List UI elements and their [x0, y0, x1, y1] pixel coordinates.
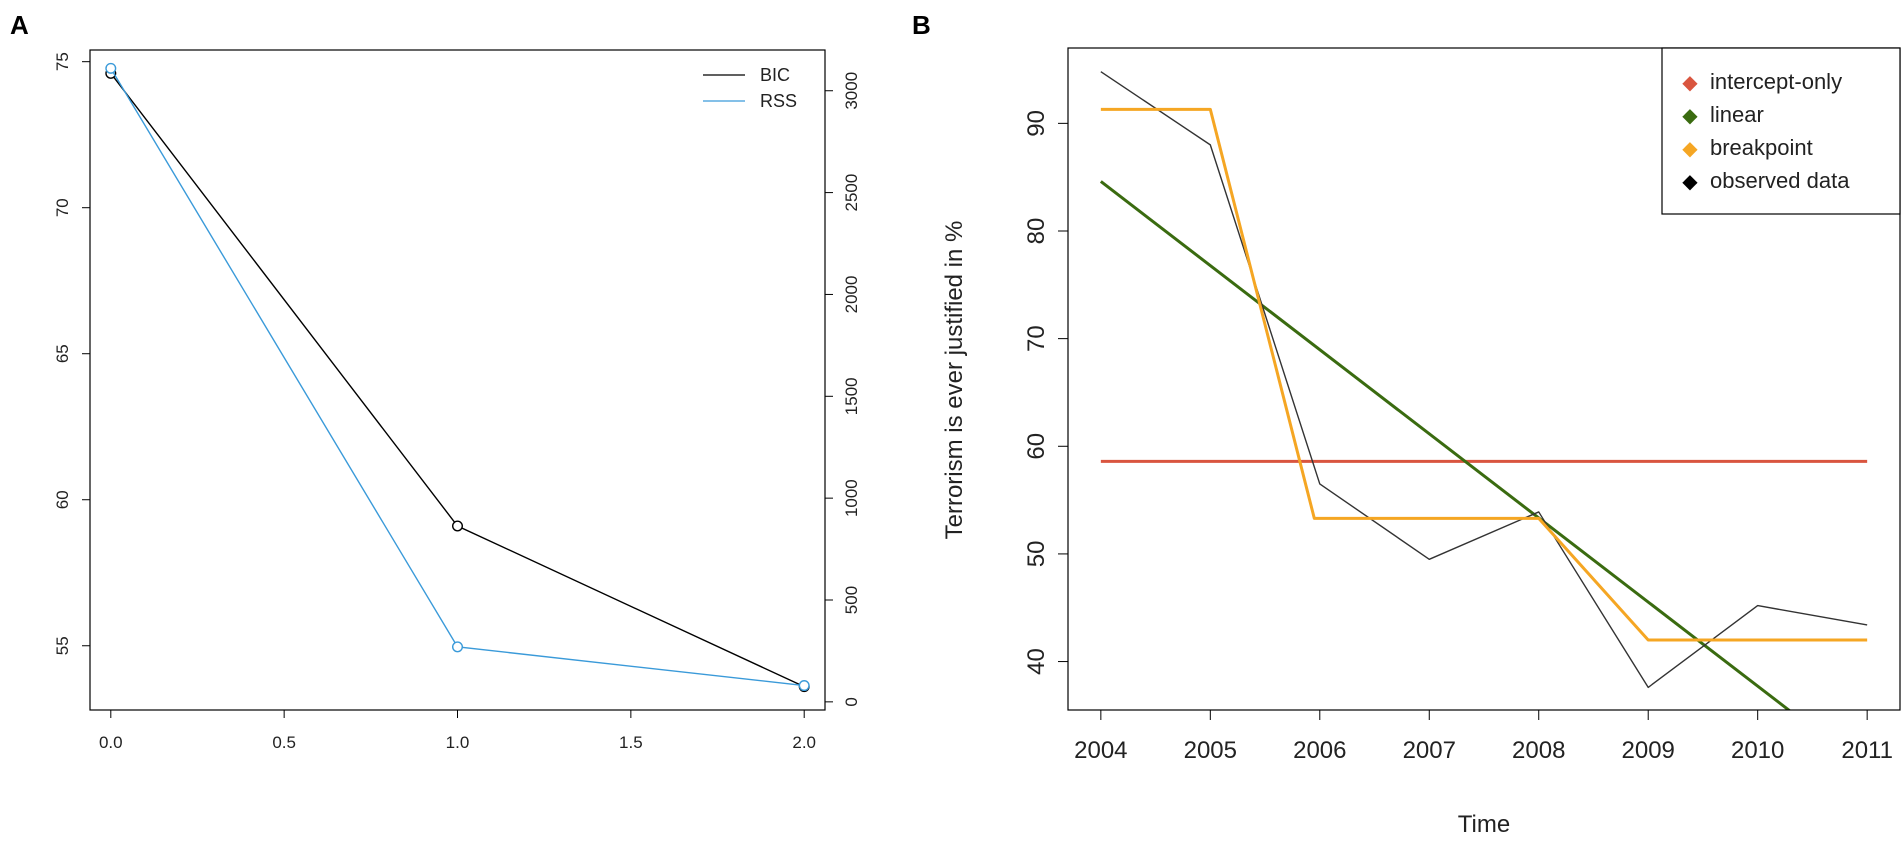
panel-a-y-axis-right: 0 500 1000 1500 2000 2500 3000 [825, 72, 861, 707]
panel-a-y2-tick-label: 500 [842, 586, 861, 614]
panel-a-x-tick-label: 2.0 [792, 733, 816, 752]
panel-a-x-tick-label: 1.5 [619, 733, 643, 752]
panel-a-y2-tick-label: 1500 [842, 377, 861, 415]
panel-b: B 2004 2005 2006 2007 2008 2009 2010 2011 40 50 6… [912, 10, 1901, 838]
panel-b-y-tick-label: 40 [1023, 648, 1050, 675]
panel-a-y-tick-label: 55 [53, 636, 72, 655]
legend-breakpoint-marker: ◆ [1682, 138, 1698, 160]
legend-linear-marker: ◆ [1682, 105, 1698, 127]
series-rss-line [110, 67, 805, 687]
legend-rss-label: RSS [760, 91, 797, 111]
panel-b-y-axis-title: Terrorism is ever justified in % [941, 221, 968, 540]
series-breakpoint-line [1100, 107, 1868, 642]
panel-a-plot-frame [89, 49, 826, 711]
panel-a-y-tick-label: 60 [53, 490, 72, 509]
panel-b-y-tick-label: 80 [1023, 218, 1050, 245]
legend-bic-label: BIC [760, 65, 790, 85]
panel-a-series [105, 62, 810, 693]
panel-a: A 0.0 0.5 1.0 1.5 2.0 55 60 65 70 75 0 500 1000 150… [10, 10, 861, 752]
panel-b-y-tick-label: 70 [1023, 325, 1050, 352]
panel-b-series [1099, 71, 1868, 710]
panel-b-x-axis: 2004 2005 2006 2007 2008 2009 2010 2011 [1074, 710, 1893, 764]
panel-a-y-tick-label: 70 [53, 198, 72, 217]
panel-b-x-tick-label: 2011 [1841, 737, 1893, 764]
legend-intercept-only-marker: ◆ [1682, 72, 1698, 94]
panel-a-y2-tick-label: 2500 [842, 174, 861, 212]
panel-b-y-tick-label: 50 [1023, 541, 1050, 568]
panel-b-y-axis: 40 50 60 70 80 90 [1023, 110, 1068, 675]
series-rss-point [105, 62, 117, 74]
panel-b-y-tick-label: 90 [1023, 110, 1050, 137]
panel-b-x-tick-label: 2010 [1731, 737, 1784, 764]
panel-a-y2-tick-label: 2000 [842, 276, 861, 314]
panel-b-x-axis-title: Time [1458, 811, 1510, 838]
panel-a-y2-tick-label: 0 [842, 697, 861, 706]
panel-b-plot-frame [1067, 47, 1901, 711]
series-rss-point [452, 641, 464, 653]
panel-a-x-tick-label: 0.5 [272, 733, 296, 752]
panel-b-label: B [912, 10, 931, 40]
panel-a-y-tick-label: 75 [53, 52, 72, 71]
panel-b-y-tick-label: 60 [1023, 433, 1050, 460]
panel-a-legend: BIC RSS [703, 65, 797, 111]
legend-linear-label: linear [1710, 102, 1764, 127]
series-linear-line [1099, 180, 1792, 710]
series-bic-line [110, 72, 805, 688]
panel-a-label: A [10, 10, 29, 40]
series-observed-data-line [1100, 71, 1868, 689]
legend-intercept-only-label: intercept-only [1710, 69, 1842, 94]
panel-b-x-tick-label: 2009 [1622, 737, 1675, 764]
panel-b-x-tick-label: 2008 [1512, 737, 1565, 764]
panel-b-x-tick-label: 2004 [1074, 737, 1127, 764]
legend-observed-data-marker: ◆ [1682, 171, 1698, 193]
panel-a-y2-tick-label: 1000 [842, 479, 861, 517]
panel-b-legend-box [1661, 47, 1901, 215]
panel-b-x-tick-label: 2007 [1403, 737, 1456, 764]
series-bic-point [452, 520, 464, 532]
panel-a-x-axis: 0.0 0.5 1.0 1.5 2.0 [99, 710, 816, 752]
legend-observed-data-label: observed data [1710, 168, 1850, 193]
legend-breakpoint-label: breakpoint [1710, 135, 1813, 160]
panel-a-y-axis-left: 55 60 65 70 75 [53, 52, 90, 655]
panel-a-x-tick-label: 0.0 [99, 733, 123, 752]
panel-a-y2-tick-label: 3000 [842, 72, 861, 110]
panel-b-x-tick-label: 2006 [1293, 737, 1346, 764]
panel-a-x-tick-label: 1.0 [446, 733, 470, 752]
series-rss-point [798, 680, 810, 692]
panel-a-y-tick-label: 65 [53, 344, 72, 363]
panel-b-x-tick-label: 2005 [1184, 737, 1237, 764]
panel-b-legend: ◆ intercept-only ◆ linear ◆ breakpoint ◆… [1661, 47, 1901, 215]
